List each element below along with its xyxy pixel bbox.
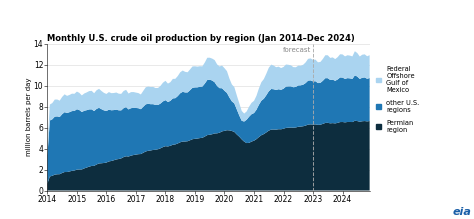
Text: eia: eia — [453, 207, 472, 217]
Legend: Federal
Offshore
Gulf of
Mexico, other U.S.
regions, Permian
region: Federal Offshore Gulf of Mexico, other U… — [376, 66, 419, 133]
Text: forecast: forecast — [283, 47, 311, 53]
Y-axis label: million barrels per day: million barrels per day — [26, 78, 32, 156]
Text: Monthly U.S. crude oil production by region (Jan 2014–Dec 2024): Monthly U.S. crude oil production by reg… — [47, 34, 355, 43]
